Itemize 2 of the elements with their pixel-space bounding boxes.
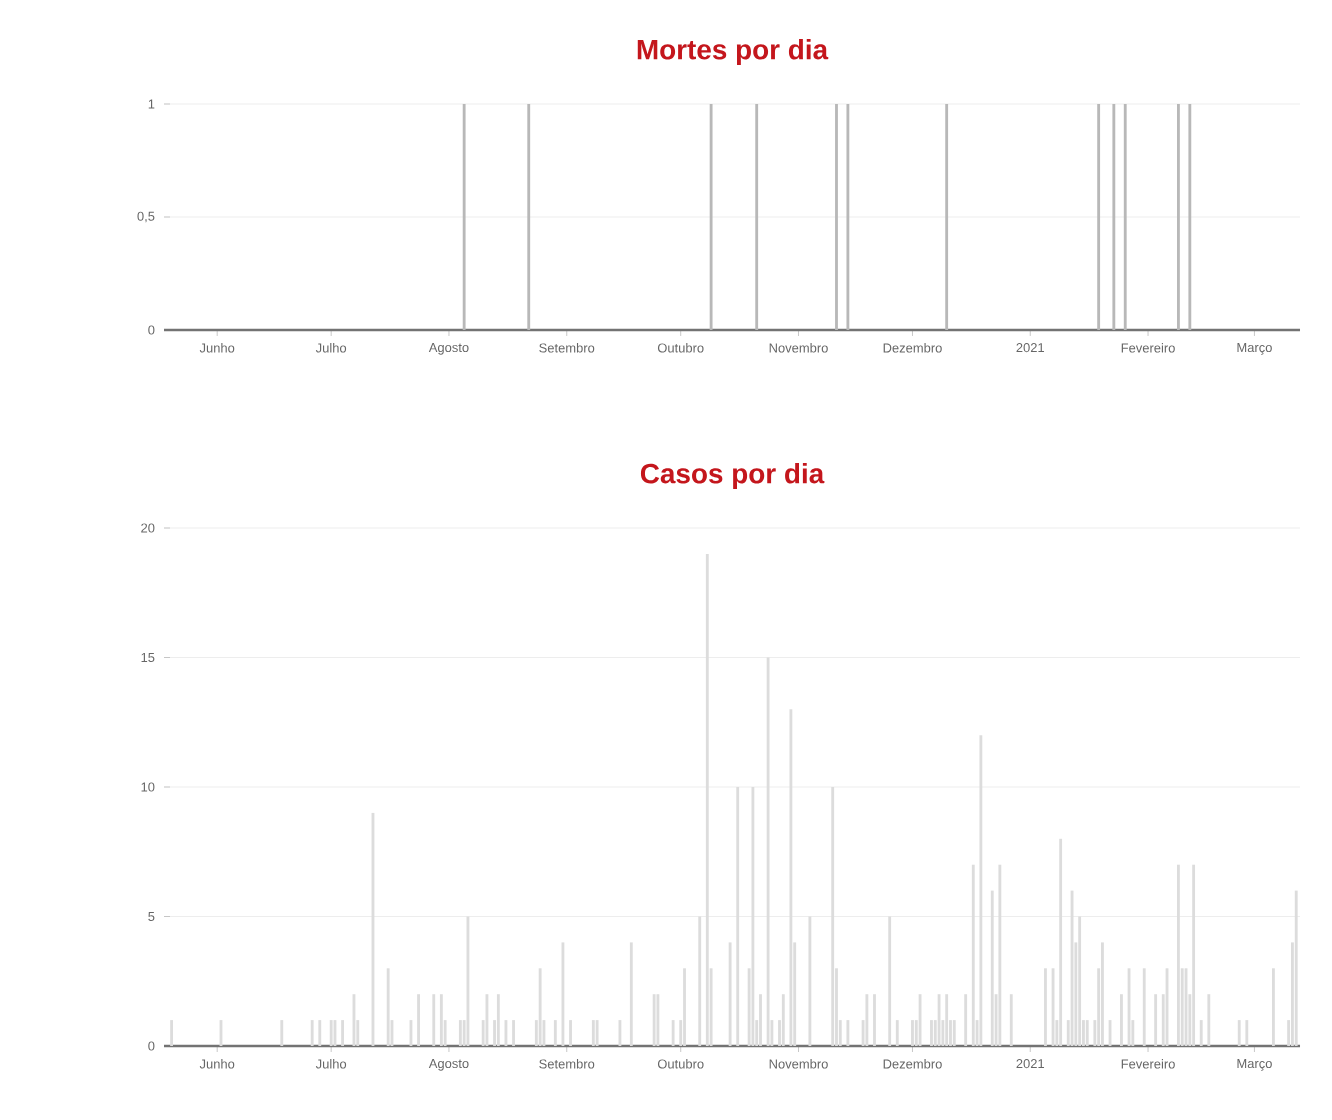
chart-title: Casos por dia: [640, 462, 825, 489]
chart-title: Mortes por dia: [637, 38, 829, 65]
